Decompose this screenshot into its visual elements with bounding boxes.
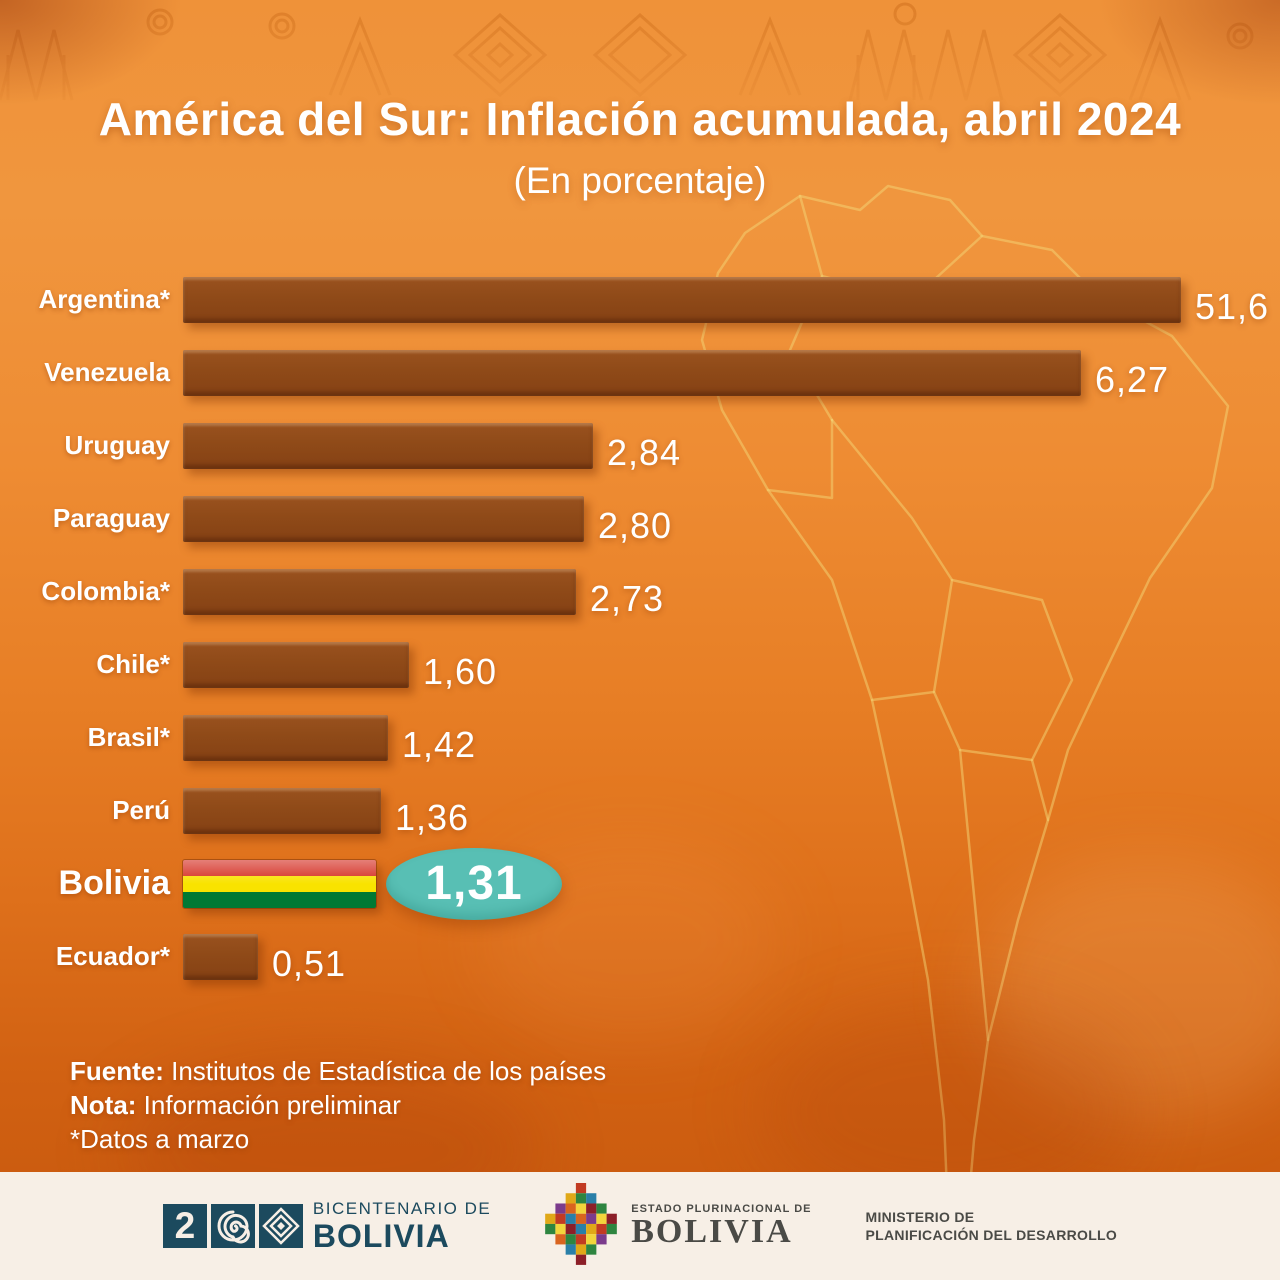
estado-text: ESTADO PLURINACIONAL DE BOLIVIA xyxy=(631,1203,812,1250)
andean-pattern-band xyxy=(0,2,1254,101)
bar-row-brasil: Brasil* 1,42 xyxy=(0,701,1280,774)
bolivia-flag-bar xyxy=(182,858,377,909)
spiral-icon xyxy=(210,1204,255,1248)
bar-rows: Argentina* 51,6 Venezuela 6,27 Uruguay 2,84 Pa… xyxy=(0,263,1280,993)
page-subtitle: (En porcentaje) xyxy=(513,160,767,201)
country-label-ecuador: Ecuador* xyxy=(55,941,170,971)
country-label-peru: Perú xyxy=(112,795,170,825)
country-label-colombia: Colombia* xyxy=(41,576,170,606)
bar-paraguay xyxy=(183,495,584,542)
country-label-argentina: Argentina* xyxy=(38,284,170,314)
country-label-brasil: Brasil* xyxy=(87,722,170,752)
bar-brasil xyxy=(183,714,388,761)
value-label-uruguay: 2,84 xyxy=(607,431,682,473)
bar-row-chile: Chile* 1,60 xyxy=(0,628,1280,701)
note-label: Nota: xyxy=(70,1090,137,1120)
source-text: Institutos de Estadística de los países xyxy=(163,1056,607,1086)
value-label-colombia: 2,73 xyxy=(590,577,665,619)
bicentenario-text: BICENTENARIO DE BOLIVIA xyxy=(312,1199,492,1254)
country-label-paraguay: Paraguay xyxy=(52,503,170,533)
note-text: Información preliminar xyxy=(136,1090,401,1120)
bar-colombia xyxy=(183,568,576,615)
bar-row-peru: Perú 1,36 xyxy=(0,774,1280,847)
bicentenario-200-icon: 2 xyxy=(162,1204,303,1248)
chakana-mosaic-icon xyxy=(545,1183,618,1265)
bar-chile xyxy=(183,641,409,688)
bicentenario-logo: 2 BICENTENARIO DE BOLIVIA xyxy=(162,1199,492,1254)
country-label-chile: Chile* xyxy=(96,649,170,679)
bar-row-colombia: Colombia* 2,73 xyxy=(0,555,1280,628)
bar-peru xyxy=(183,787,381,834)
note-line: Nota: Información preliminar xyxy=(70,1088,606,1122)
bar-row-ecuador: Ecuador* 0,51 xyxy=(0,920,1280,993)
value-label-ecuador: 0,51 xyxy=(272,942,347,984)
value-label-venezuela: 6,27 xyxy=(1095,358,1170,400)
bar-row-uruguay: Uruguay 2,84 xyxy=(0,409,1280,482)
ministerio-text: MINISTERIO DE PLANIFICACIÓN DEL DESARROL… xyxy=(865,1209,1118,1243)
value-label-peru: 1,36 xyxy=(395,796,470,838)
country-label-bolivia: Bolivia xyxy=(58,864,170,902)
source-label: Fuente: xyxy=(70,1056,164,1086)
page-title: América del Sur: Inflación acumulada, ab… xyxy=(98,93,1182,145)
value-label-paraguay: 2,80 xyxy=(598,504,673,546)
source-notes: Fuente: Institutos de Estadística de los… xyxy=(70,1054,606,1156)
bar-row-venezuela: Venezuela 6,27 xyxy=(0,336,1280,409)
value-label-argentina: 51,6 xyxy=(1195,285,1270,327)
value-label-brasil: 1,42 xyxy=(402,723,477,765)
bar-row-paraguay: Paraguay 2,80 xyxy=(0,482,1280,555)
highlight-value-badge: 1,31 xyxy=(386,847,562,920)
bar-ecuador xyxy=(183,933,258,980)
value-label-chile: 1,60 xyxy=(423,650,498,692)
chakana-diamond-icon xyxy=(258,1204,303,1248)
bar-row-argentina: Argentina* 51,6 xyxy=(0,263,1280,336)
estado-plurinacional-logo: ESTADO PLURINACIONAL DE BOLIVIA xyxy=(545,1183,811,1269)
country-label-venezuela: Venezuela xyxy=(44,357,170,387)
bar-venezuela xyxy=(183,349,1081,396)
country-label-uruguay: Uruguay xyxy=(64,430,170,460)
source-line: Fuente: Institutos de Estadística de los… xyxy=(70,1054,606,1088)
footer-strip: 2 BICENTENARIO DE BOLIVIA xyxy=(0,1172,1280,1280)
numeral-2-icon: 2 xyxy=(162,1204,207,1248)
bar-row-bolivia: Bolivia 1,31 xyxy=(0,847,1280,920)
bar-uruguay xyxy=(183,422,593,469)
bar-argentina xyxy=(183,276,1181,323)
asterisk-line: *Datos a marzo xyxy=(70,1124,250,1154)
